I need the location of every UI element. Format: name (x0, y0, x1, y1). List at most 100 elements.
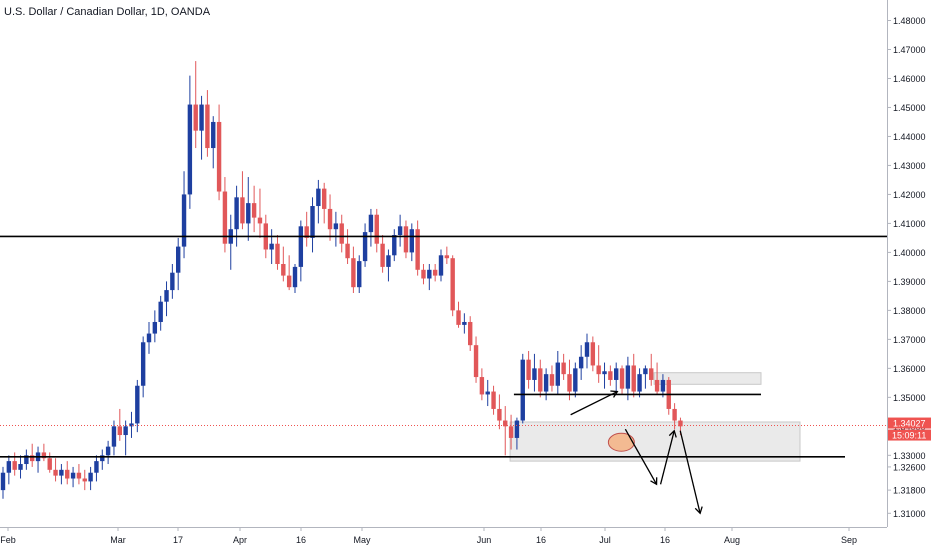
candle-body (129, 423, 134, 427)
candle-body (549, 374, 555, 386)
candle-body (397, 226, 403, 236)
candle-body (468, 321, 473, 346)
candle-body (199, 104, 204, 131)
candle-body (520, 359, 525, 421)
candle-body (497, 408, 502, 421)
time-tick-label: May (353, 535, 371, 545)
candle-body (532, 368, 537, 380)
price-tick-label: 1.40000 (893, 248, 926, 258)
projection-arrowhead-up-2 (668, 429, 677, 438)
price-tick-label: 1.46000 (893, 74, 926, 84)
candle-body (678, 420, 683, 427)
candle-body (292, 266, 298, 288)
candle-body (117, 426, 122, 436)
candle-body (631, 365, 636, 392)
candle-body (374, 214, 379, 244)
candle-body (12, 461, 17, 470)
candle-body (649, 368, 654, 380)
candle-body (386, 255, 391, 267)
candle-body (6, 461, 12, 473)
price-tick-label: 1.32600 (893, 462, 926, 472)
time-tick-label: 16 (660, 535, 670, 545)
candle-body (380, 243, 385, 267)
candle-body (643, 368, 648, 375)
candle-body (100, 455, 105, 462)
candle-body (24, 455, 29, 465)
time-tick-label: Aug (724, 535, 740, 545)
price-tick-label: 1.47000 (893, 45, 926, 55)
time-tick-label: Mar (110, 535, 126, 545)
price-tick-label: 1.35000 (893, 393, 926, 403)
candle-body (170, 272, 175, 291)
candle-body (316, 188, 321, 207)
candle-body (596, 365, 601, 375)
candle-body (94, 461, 99, 473)
candle-body (181, 194, 187, 247)
candle-body (193, 104, 198, 131)
candle-body (286, 275, 292, 288)
price-tick-label: 1.42000 (893, 190, 926, 200)
price-tick-label: 1.39000 (893, 277, 926, 287)
candle-body (602, 371, 607, 375)
price-tick-label: 1.36000 (893, 364, 926, 374)
candle-body (421, 269, 426, 279)
candle-body (251, 203, 257, 218)
candle-body (672, 408, 677, 421)
candle-body (555, 362, 560, 386)
candle-body (427, 269, 432, 279)
candle-body (298, 226, 304, 267)
price-tick-label: 1.31000 (893, 509, 926, 519)
countdown-tag (888, 429, 931, 441)
candle-body (111, 426, 117, 447)
candle-body (538, 368, 543, 392)
candle-body (240, 197, 245, 224)
time-tick-label: 16 (536, 535, 546, 545)
candle-body (246, 203, 251, 224)
candle-body (543, 374, 549, 392)
time-tick-label: Feb (0, 535, 16, 545)
price-tick-label: 1.45000 (893, 103, 926, 113)
candle-body (88, 472, 93, 482)
candle-body (357, 261, 362, 288)
candle-body (176, 246, 181, 273)
candle-body (432, 269, 438, 276)
annotation-circle (607, 432, 635, 452)
candle-body (216, 121, 222, 192)
price-tick-label: 1.38000 (893, 306, 926, 316)
time-tick-label: Sep (841, 535, 857, 545)
candle-body (146, 333, 152, 343)
candle-body (0, 472, 6, 491)
candle-body (508, 426, 514, 438)
projection-arrow-down-1 (624, 428, 658, 485)
candle-body (140, 342, 146, 386)
candle-body (578, 356, 584, 369)
price-tick-label: 1.43000 (893, 161, 926, 171)
candle-body (462, 321, 467, 325)
candle-body (503, 420, 508, 427)
time-tick-label: Jun (477, 535, 492, 545)
candle-body (152, 321, 158, 334)
candle-body (304, 226, 309, 238)
candle-body (339, 223, 344, 244)
candle-body (275, 243, 280, 264)
candle-body (322, 188, 327, 209)
candle-body (18, 464, 23, 470)
candle-body (47, 458, 52, 470)
candle-body (211, 121, 216, 149)
candle-body (65, 469, 70, 479)
countdown-value: 15:09:11 (892, 431, 926, 441)
candle-body (351, 258, 356, 288)
candle-body (514, 420, 520, 438)
projection-arrow-up-2 (659, 430, 675, 485)
candle-body (654, 379, 660, 392)
candle-body (403, 226, 409, 253)
price-tick-label: 1.48000 (893, 16, 926, 26)
candle-body (485, 391, 490, 395)
candle-body (450, 258, 455, 311)
lower-zone (509, 421, 801, 462)
projection-arrowhead-up-1 (610, 390, 619, 398)
candle-body (456, 310, 461, 325)
time-tick-label: 17 (173, 535, 183, 545)
